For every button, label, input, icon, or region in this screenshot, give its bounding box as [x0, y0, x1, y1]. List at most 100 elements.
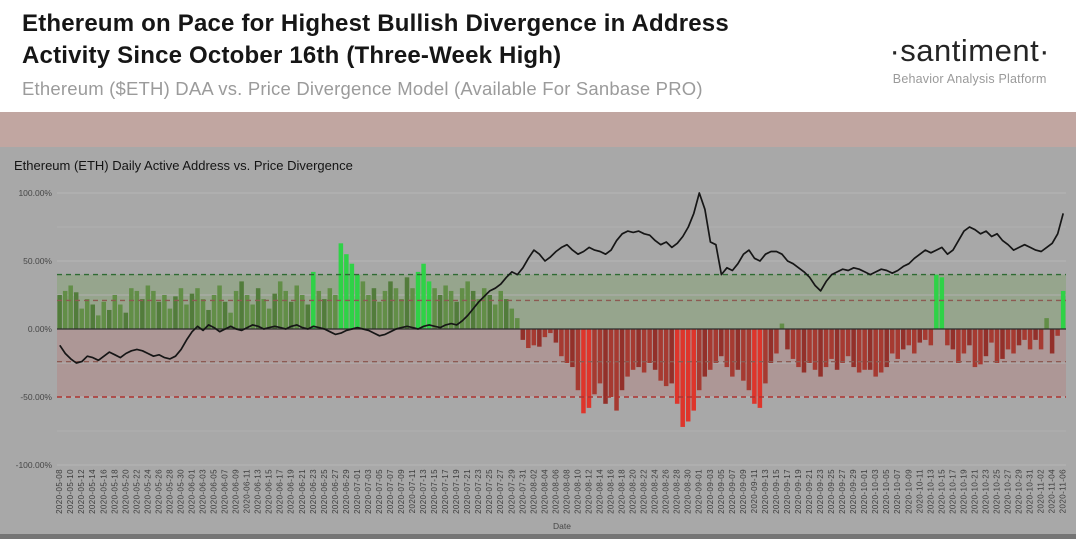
x-tick-label: 2020-06-03 — [199, 469, 208, 514]
divergence-bar — [950, 329, 956, 350]
divergence-bar — [972, 329, 978, 368]
divergence-bar — [531, 329, 537, 346]
x-tick-label: 2020-07-17 — [441, 469, 450, 514]
divergence-bar — [1005, 329, 1011, 350]
divergence-bar — [206, 309, 211, 329]
divergence-bar — [663, 329, 669, 387]
divergence-bar — [967, 329, 972, 346]
divergence-bar — [134, 290, 140, 329]
x-tick-label: 2020-07-13 — [419, 469, 428, 514]
divergence-bar — [603, 329, 608, 404]
divergence-bar — [272, 293, 277, 329]
divergence-bar — [559, 329, 564, 357]
divergence-bar — [614, 329, 619, 411]
divergence-bar — [867, 329, 873, 370]
divergence-bar — [448, 290, 454, 329]
x-tick-label: 2020-07-09 — [397, 469, 406, 514]
divergence-bar — [73, 292, 79, 329]
divergence-bar — [454, 301, 459, 329]
x-tick-label: 2020-08-28 — [673, 469, 682, 514]
divergence-bar — [978, 329, 983, 365]
x-axis-labels: 2020-05-08 2020-05-10 2020-05-12 2020-05-14… — [55, 469, 1067, 514]
x-tick-label: 2020-06-21 — [298, 469, 307, 514]
divergence-bar — [680, 329, 685, 427]
x-tick-label: 2020-10-09 — [904, 469, 913, 514]
divergence-bar — [542, 329, 548, 338]
x-tick-label: 2020-09-15 — [772, 469, 781, 514]
x-tick-label: 2020-05-08 — [55, 469, 64, 514]
x-tick-label: 2020-10-11 — [915, 469, 924, 513]
x-tick-label: 2020-09-07 — [728, 469, 737, 514]
x-tick-label: 2020-06-05 — [210, 469, 219, 514]
divergence-bar — [178, 288, 184, 329]
divergence-bar — [630, 329, 636, 370]
x-tick-label: 2020-08-04 — [540, 469, 549, 514]
divergence-bar — [1022, 329, 1027, 340]
divergence-bar — [807, 329, 812, 363]
y-tick-label: -100.00% — [16, 460, 53, 470]
divergence-bar — [118, 304, 123, 329]
divergence-bar — [1011, 329, 1016, 354]
divergence-bar — [1060, 290, 1066, 329]
divergence-bar — [487, 295, 492, 329]
divergence-bar — [619, 329, 625, 391]
x-tick-label: 2020-10-15 — [937, 469, 946, 514]
divergence-bar — [713, 329, 719, 363]
divergence-bar — [934, 274, 939, 329]
x-tick-label: 2020-07-07 — [386, 469, 395, 514]
y-axis-labels: 100.00% 50.00% 0.00% -50.00% -100.00% — [16, 188, 53, 470]
x-tick-label: 2020-07-11 — [408, 469, 417, 513]
divergence-bar — [239, 281, 244, 329]
headline-line-2: Activity Since October 16th (Three-Week … — [22, 41, 562, 69]
divergence-bar — [597, 329, 603, 384]
x-tick-label: 2020-11-06 — [1059, 469, 1068, 513]
x-tick-label: 2020-06-27 — [331, 469, 340, 514]
x-tick-label: 2020-05-28 — [165, 469, 174, 514]
divergence-bar — [812, 329, 818, 370]
divergence-bar — [685, 329, 691, 422]
x-tick-label: 2020-08-02 — [529, 469, 538, 514]
divergence-bar — [57, 295, 62, 329]
header: Ethereum on Pace for Highest Bullish Div… — [0, 0, 1076, 112]
divergence-bar — [250, 304, 255, 329]
x-tick-label: 2020-10-27 — [1004, 469, 1013, 514]
x-tick-label: 2020-08-06 — [551, 469, 560, 514]
divergence-bar — [349, 263, 355, 329]
x-tick-label: 2020-09-27 — [838, 469, 847, 514]
divergence-bar — [537, 329, 542, 347]
divergence-bar — [845, 329, 851, 357]
divergence-bar — [818, 329, 823, 377]
x-tick-label: 2020-09-19 — [794, 469, 803, 514]
divergence-bar — [884, 329, 889, 368]
divergence-bar — [1055, 329, 1060, 336]
divergence-bar — [404, 277, 410, 329]
x-tick-label: 2020-07-03 — [364, 469, 373, 514]
price-line — [59, 192, 1065, 364]
x-tick-label: 2020-06-11 — [243, 469, 252, 513]
divergence-bar — [167, 308, 173, 329]
divergence-bar — [382, 290, 388, 329]
divergence-bar — [107, 309, 112, 329]
divergence-bar — [641, 329, 647, 373]
divergence-bar — [371, 288, 377, 329]
x-tick-label: 2020-10-07 — [893, 469, 902, 514]
subheadline: Ethereum ($ETH) DAA vs. Price Divergence… — [22, 78, 703, 99]
divergence-bar — [763, 329, 768, 384]
x-tick-label: 2020-10-29 — [1015, 469, 1024, 514]
divergence-bar — [255, 288, 261, 329]
divergence-bar — [696, 329, 702, 391]
divergence-bar — [708, 329, 713, 370]
divergence-bar — [504, 299, 509, 329]
x-tick-label: 2020-10-01 — [860, 469, 869, 514]
divergence-bar — [112, 295, 118, 329]
x-tick-label: 2020-10-23 — [982, 469, 991, 514]
x-tick-label: 2020-10-03 — [871, 469, 880, 514]
divergence-bar — [989, 329, 994, 343]
divergence-bar — [184, 304, 189, 329]
divergence-bar — [200, 299, 206, 329]
divergence-bar — [189, 293, 195, 329]
divergence-bar — [277, 281, 283, 329]
divergence-bar — [625, 329, 630, 377]
divergence-bar — [779, 323, 785, 329]
divergence-bar — [945, 329, 950, 346]
